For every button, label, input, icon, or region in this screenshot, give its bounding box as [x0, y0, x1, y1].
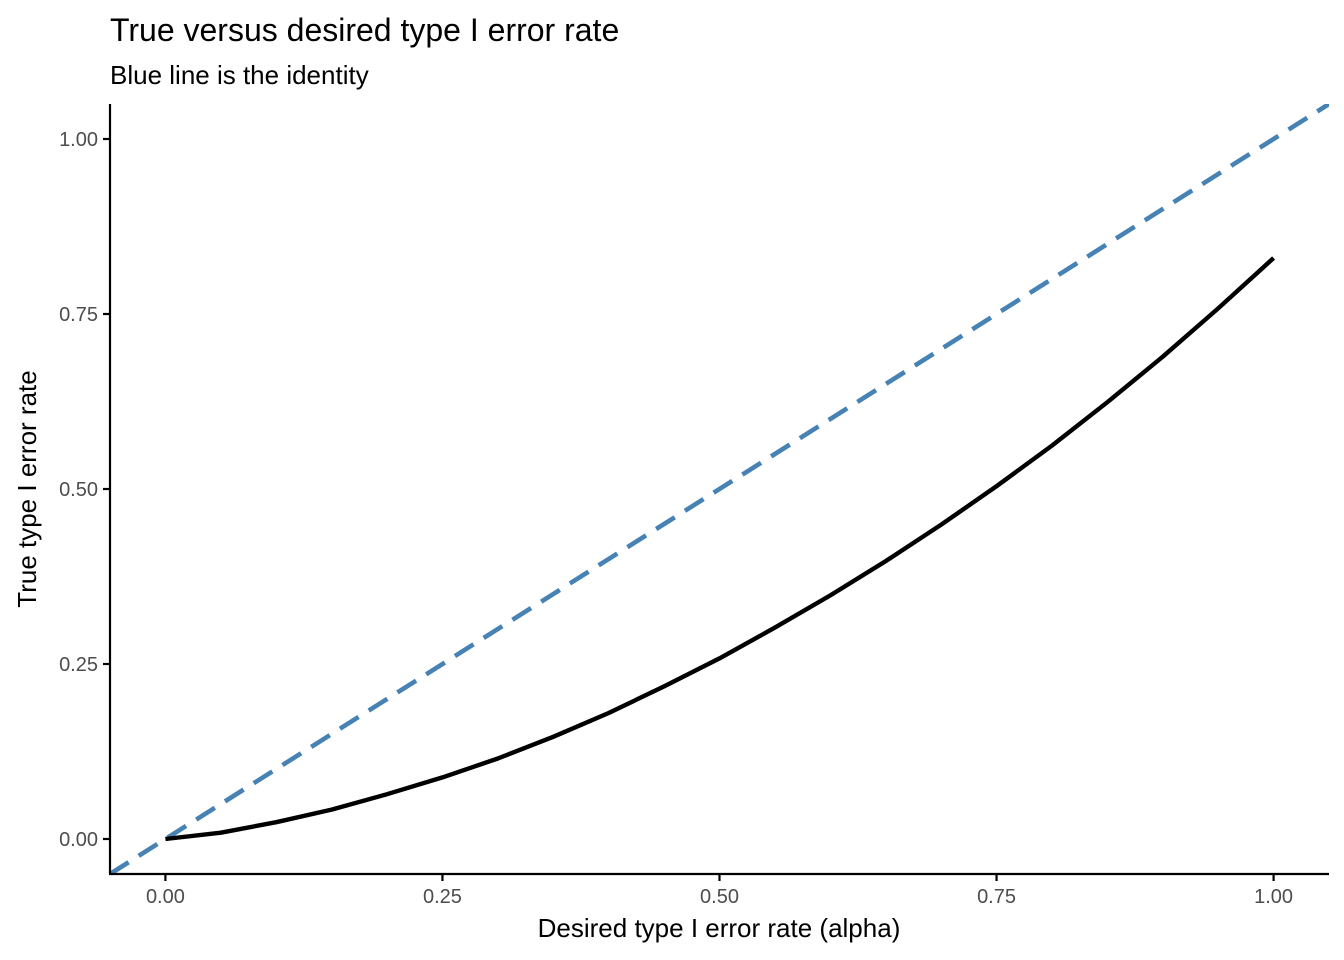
- x-axis-ticks: 0.00 0.25 0.50 0.75 1.00: [146, 874, 1293, 908]
- x-tick-label: 0.00: [146, 886, 185, 908]
- true-error-rate-line: [165, 256, 1276, 842]
- x-tick-label: 1.00: [1254, 886, 1293, 908]
- x-axis-title: Desired type I error rate (alpha): [538, 913, 901, 943]
- chart-subtitle: Blue line is the identity: [110, 60, 369, 90]
- y-tick-label: 0.25: [59, 654, 98, 676]
- identity-line: [110, 104, 1329, 874]
- y-tick-label: 1.00: [59, 129, 98, 151]
- chart-title: True versus desired type I error rate: [110, 12, 619, 48]
- y-tick-label: 0.75: [59, 304, 98, 326]
- plot-area: [110, 104, 1329, 874]
- x-tick-label: 0.75: [977, 886, 1016, 908]
- y-axis-title: True type I error rate: [12, 370, 42, 607]
- y-axis-ticks: 0.00 0.25 0.50 0.75 1.00: [59, 129, 110, 851]
- y-tick-label: 0.00: [59, 829, 98, 851]
- y-tick-label: 0.50: [59, 479, 98, 501]
- x-tick-label: 0.50: [700, 886, 739, 908]
- x-tick-label: 0.25: [423, 886, 462, 908]
